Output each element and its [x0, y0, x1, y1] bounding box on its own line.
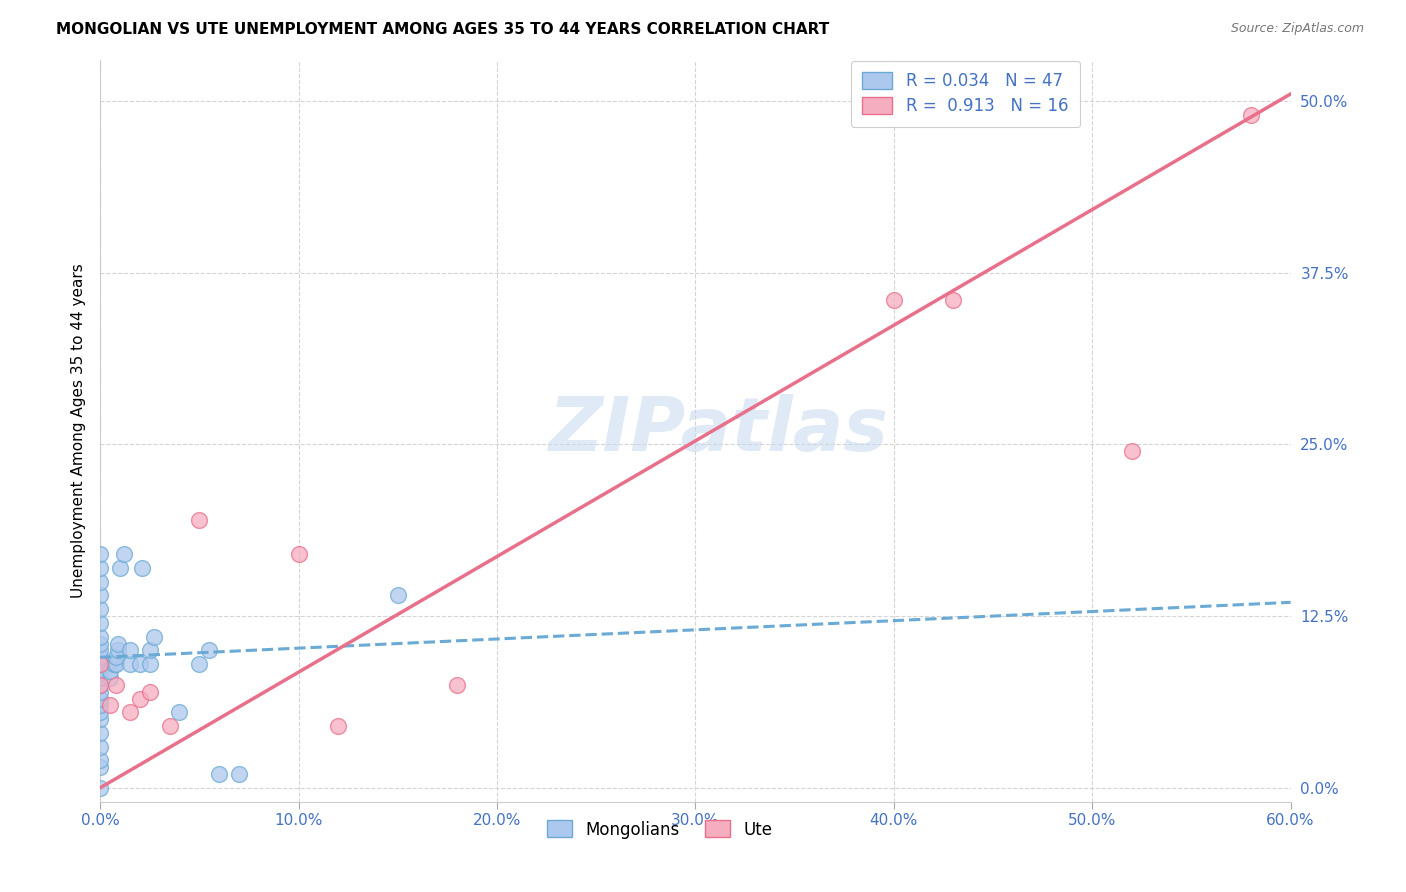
Point	[89, 698, 111, 713]
Point	[89, 671, 111, 685]
Point	[118, 643, 141, 657]
Y-axis label: Unemployment Among Ages 35 to 44 years: Unemployment Among Ages 35 to 44 years	[72, 263, 86, 598]
Point	[89, 589, 111, 603]
Point	[89, 712, 111, 726]
Point	[198, 643, 221, 657]
Point	[89, 602, 111, 616]
Point	[942, 293, 965, 307]
Point	[387, 589, 409, 603]
Legend: Mongolians, Ute: Mongolians, Ute	[540, 814, 779, 846]
Point	[105, 657, 128, 672]
Point	[128, 657, 150, 672]
Point	[142, 630, 165, 644]
Point	[138, 657, 160, 672]
Point	[107, 643, 129, 657]
Point	[103, 657, 125, 672]
Point	[138, 684, 160, 698]
Point	[98, 671, 121, 685]
Point	[89, 760, 111, 774]
Point	[89, 630, 111, 644]
Point	[89, 657, 111, 672]
Point	[883, 293, 905, 307]
Point	[89, 684, 111, 698]
Point	[138, 643, 160, 657]
Point	[89, 636, 111, 650]
Point	[89, 547, 111, 561]
Point	[228, 767, 250, 781]
Point	[131, 561, 153, 575]
Text: MONGOLIAN VS UTE UNEMPLOYMENT AMONG AGES 35 TO 44 YEARS CORRELATION CHART: MONGOLIAN VS UTE UNEMPLOYMENT AMONG AGES…	[56, 22, 830, 37]
Point	[89, 753, 111, 767]
Point	[446, 678, 468, 692]
Point	[89, 678, 111, 692]
Point	[89, 615, 111, 630]
Point	[188, 513, 211, 527]
Point	[89, 691, 111, 706]
Point	[118, 657, 141, 672]
Point	[89, 574, 111, 589]
Point	[89, 657, 111, 672]
Point	[107, 636, 129, 650]
Point	[89, 780, 111, 795]
Point	[89, 726, 111, 740]
Text: ZIPatlas: ZIPatlas	[550, 394, 889, 467]
Point	[89, 643, 111, 657]
Point	[108, 561, 131, 575]
Text: Source: ZipAtlas.com: Source: ZipAtlas.com	[1230, 22, 1364, 36]
Point	[98, 698, 121, 713]
Point	[328, 719, 350, 733]
Point	[169, 706, 191, 720]
Point	[188, 657, 211, 672]
Point	[98, 664, 121, 678]
Point	[89, 678, 111, 692]
Point	[128, 691, 150, 706]
Point	[89, 664, 111, 678]
Point	[1121, 444, 1143, 458]
Point	[159, 719, 181, 733]
Point	[89, 561, 111, 575]
Point	[1240, 107, 1263, 121]
Point	[105, 650, 128, 665]
Point	[112, 547, 135, 561]
Point	[89, 706, 111, 720]
Point	[89, 657, 111, 672]
Point	[89, 739, 111, 754]
Point	[105, 678, 128, 692]
Point	[118, 706, 141, 720]
Point	[287, 547, 309, 561]
Point	[89, 650, 111, 665]
Point	[208, 767, 231, 781]
